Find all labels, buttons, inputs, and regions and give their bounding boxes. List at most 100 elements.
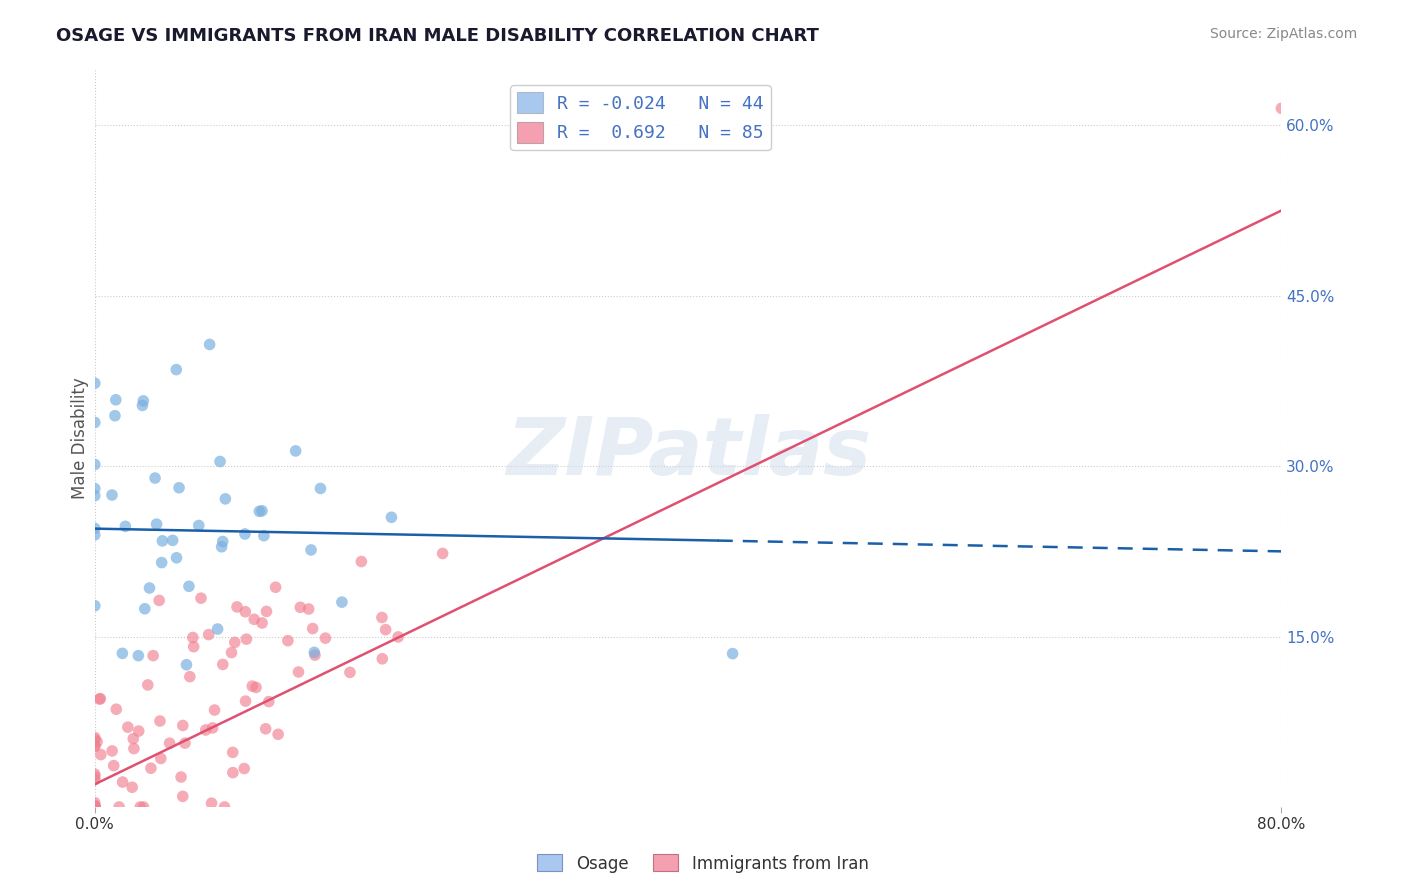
Point [290,600,312,615]
Point [174,736,197,750]
Point [159,736,181,750]
Point [83,770,105,784]
Point [121,780,143,795]
Point [127,648,149,663]
Point [233,762,256,776]
Point [257,695,280,709]
Point [89,692,111,706]
Point [371,652,394,666]
Point [101,744,124,758]
Text: OSAGE VS IMMIGRANTS FROM IRAN MALE DISABILITY CORRELATION CHART: OSAGE VS IMMIGRANTS FROM IRAN MALE DISAB… [56,27,820,45]
Point [314,631,336,645]
Point [83,482,105,496]
Point [214,491,236,506]
Point [221,646,243,660]
Point [84,800,107,814]
Point [183,640,205,654]
Point [299,543,322,558]
Text: Source: ZipAtlas.com: Source: ZipAtlas.com [1209,27,1357,41]
Point [132,393,155,408]
Point [101,488,124,502]
Point [83,732,105,747]
Point [83,599,105,613]
Point [235,694,257,708]
Point [83,800,105,814]
Point [143,471,166,485]
Legend: R = -0.024   N = 44, R =  0.692   N = 85: R = -0.024 N = 44, R = 0.692 N = 85 [510,85,770,150]
Point [254,722,277,736]
Point [83,739,105,753]
Point [89,691,111,706]
Point [200,796,222,810]
Point [83,800,105,814]
Point [128,724,150,739]
Point [86,735,108,749]
Point [104,392,127,407]
Point [380,510,402,524]
Point [117,720,139,734]
Point [233,527,256,541]
Point [287,665,309,679]
Point [83,416,105,430]
Point [136,678,159,692]
Point [339,665,361,680]
Point [105,702,128,716]
Point [132,800,155,814]
Point [194,723,217,737]
Point [222,745,245,759]
Point [129,800,152,814]
Point [142,648,165,663]
Point [350,555,373,569]
Point [83,458,105,472]
Point [304,648,326,662]
Point [304,645,326,659]
Point [139,761,162,775]
Point [138,581,160,595]
Point [309,482,332,496]
Point [83,800,105,814]
Point [374,623,396,637]
Point [721,647,744,661]
Point [111,775,134,789]
Point [240,679,263,693]
Point [432,546,454,560]
Point [148,593,170,607]
Point [150,556,173,570]
Point [211,657,233,672]
Point [197,627,219,641]
Point [131,399,153,413]
Point [165,362,187,376]
Point [111,646,134,660]
Point [149,714,172,728]
Point [201,721,224,735]
Point [243,612,266,626]
Point [83,731,105,745]
Point [172,718,194,732]
Legend: Osage, Immigrants from Iran: Osage, Immigrants from Iran [530,847,876,880]
Point [134,601,156,615]
Point [104,409,127,423]
Point [224,635,246,649]
Point [145,517,167,532]
Point [387,630,409,644]
Point [167,481,190,495]
Point [190,591,212,606]
Text: ZIPatlas: ZIPatlas [506,414,870,491]
Point [250,615,273,630]
Point [172,789,194,804]
Point [253,529,276,543]
Point [162,533,184,548]
Point [284,444,307,458]
Point [211,540,233,554]
Point [83,800,105,814]
Point [114,519,136,533]
Point [301,622,323,636]
Point [83,528,105,542]
Point [214,800,236,814]
Point [181,631,204,645]
Point [247,504,270,518]
Point [204,703,226,717]
Point [90,747,112,762]
Point [264,580,287,594]
Point [179,670,201,684]
